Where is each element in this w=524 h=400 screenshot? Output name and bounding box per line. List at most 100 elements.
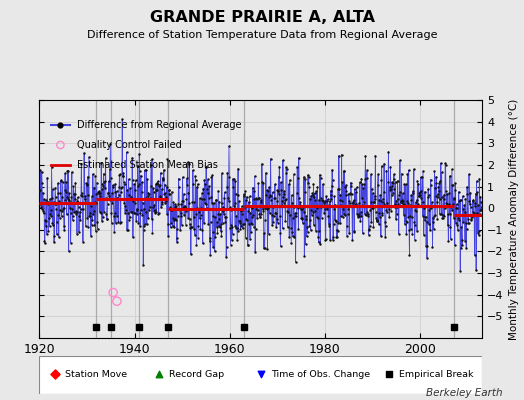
- Point: [271, 181, 279, 188]
- Point: [245, 193, 254, 199]
- Point: [158, 198, 166, 205]
- Point: [90, 184, 98, 191]
- Point: [322, 236, 330, 242]
- Point: [242, 216, 250, 222]
- Point: [443, 200, 451, 207]
- Point: [453, 201, 461, 207]
- Point: [201, 181, 209, 188]
- Point: [83, 181, 91, 187]
- Point: [41, 223, 50, 229]
- Point: [325, 223, 333, 229]
- Point: [434, 188, 443, 194]
- Point: [179, 198, 188, 204]
- Point: [196, 226, 204, 232]
- Point: [180, 191, 188, 197]
- Point: [149, 204, 157, 210]
- Point: [354, 214, 363, 220]
- Point: [185, 216, 194, 222]
- Point: [449, 182, 457, 188]
- Point: [89, 171, 97, 177]
- Point: [424, 192, 433, 198]
- Point: [98, 218, 106, 224]
- Point: [288, 200, 296, 206]
- Point: [324, 213, 332, 220]
- Point: [152, 186, 160, 193]
- Point: [420, 205, 428, 211]
- Point: [138, 212, 147, 218]
- Point: [130, 181, 138, 187]
- Point: [194, 234, 202, 241]
- Point: [228, 176, 237, 182]
- Point: [298, 206, 306, 212]
- Point: [36, 167, 45, 173]
- Point: [56, 122, 64, 128]
- Point: [374, 171, 383, 178]
- Point: [462, 220, 470, 226]
- Point: [234, 165, 242, 172]
- Point: [188, 224, 196, 230]
- Point: [228, 224, 236, 230]
- Point: [303, 224, 311, 230]
- Point: [361, 176, 369, 182]
- Point: [36, 187, 45, 193]
- Point: [357, 213, 365, 220]
- Point: [136, 222, 144, 229]
- Point: [106, 197, 114, 203]
- Point: [310, 222, 318, 228]
- Point: [317, 195, 325, 201]
- Point: [296, 204, 304, 210]
- Point: [300, 252, 309, 259]
- Point: [388, 179, 396, 186]
- Point: [372, 215, 380, 221]
- Point: [155, 371, 163, 378]
- Point: [256, 214, 265, 220]
- Point: [109, 184, 117, 191]
- Point: [244, 208, 253, 214]
- Point: [477, 204, 486, 210]
- Point: [202, 164, 210, 170]
- Point: [217, 232, 226, 239]
- FancyBboxPatch shape: [39, 356, 482, 394]
- Point: [152, 180, 161, 186]
- Point: [269, 218, 277, 225]
- Point: [263, 206, 271, 212]
- Point: [230, 203, 238, 209]
- Point: [95, 188, 103, 194]
- Point: [316, 174, 325, 181]
- Point: [167, 224, 175, 230]
- Point: [174, 176, 183, 182]
- Point: [361, 153, 369, 159]
- Point: [103, 216, 111, 222]
- Point: [373, 218, 381, 224]
- Point: [429, 214, 437, 221]
- Point: [455, 198, 463, 204]
- Point: [255, 195, 263, 202]
- Point: [204, 221, 213, 228]
- Point: [299, 219, 307, 226]
- Point: [475, 176, 484, 182]
- Point: [440, 213, 449, 220]
- Point: [149, 189, 158, 195]
- Point: [100, 209, 108, 215]
- Point: [232, 225, 241, 231]
- Point: [344, 206, 352, 212]
- Point: [346, 190, 355, 196]
- Point: [370, 199, 378, 206]
- Point: [102, 211, 111, 217]
- Point: [335, 186, 343, 192]
- Point: [155, 182, 163, 188]
- Point: [141, 220, 149, 227]
- Point: [378, 212, 387, 218]
- Point: [384, 179, 392, 186]
- Point: [347, 191, 356, 197]
- Point: [418, 203, 426, 209]
- Point: [170, 204, 179, 210]
- Point: [391, 178, 400, 185]
- Point: [68, 169, 76, 175]
- Point: [222, 254, 231, 260]
- Point: [90, 208, 98, 214]
- Point: [66, 198, 74, 205]
- Point: [418, 212, 427, 219]
- Point: [441, 162, 450, 168]
- Point: [106, 141, 115, 147]
